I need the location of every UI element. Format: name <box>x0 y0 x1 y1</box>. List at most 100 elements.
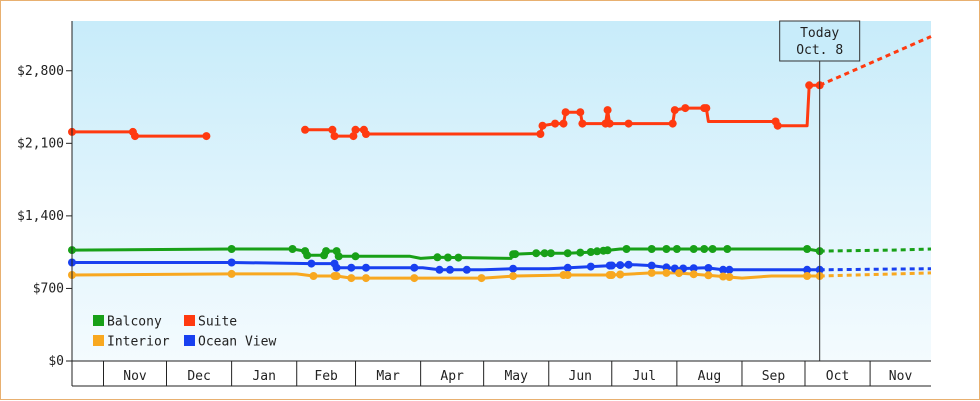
suite-point <box>624 119 633 128</box>
x-tick-label: May <box>504 369 528 384</box>
x-tick-label: Aug <box>698 369 721 384</box>
y-tick-label: $1,400 <box>17 209 64 224</box>
interior-point <box>689 270 698 279</box>
balcony-point <box>563 249 572 258</box>
today-box <box>779 20 861 62</box>
suite-point <box>670 106 679 115</box>
balcony-point <box>586 248 595 256</box>
today-date: Oct. 8 <box>796 43 843 58</box>
ocean-view-point <box>647 261 656 270</box>
balcony-point <box>723 245 732 253</box>
ocean-view-point <box>509 264 518 273</box>
interior-point <box>362 274 370 283</box>
balcony-point <box>454 253 463 262</box>
suite-point <box>681 104 690 113</box>
suite-point <box>559 119 568 128</box>
ocean-view-point <box>563 263 572 272</box>
ocean-view-forecast-line <box>819 267 932 272</box>
ocean-view-legend-label: Ocean View <box>198 335 276 350</box>
balcony-point <box>593 247 602 256</box>
ocean-view-point <box>719 265 728 274</box>
suite-point <box>702 104 711 113</box>
ocean-view-point <box>607 261 616 270</box>
today-label: Today <box>800 26 839 41</box>
ocean-view-point <box>362 263 370 272</box>
interior-point <box>607 271 616 279</box>
ocean-view-point <box>616 261 625 270</box>
interior-point <box>509 272 518 281</box>
balcony-point <box>540 249 549 258</box>
suite-point <box>805 81 814 90</box>
ocean-view-point <box>689 264 698 273</box>
interior-point <box>347 274 356 283</box>
suite-point <box>551 119 560 128</box>
ocean-view-point <box>332 263 341 272</box>
legend: Balcony Suite Interior Ocean View <box>93 315 276 350</box>
suite-point <box>668 119 677 128</box>
suite-point <box>538 121 547 130</box>
interior-legend-label: Interior <box>107 335 170 350</box>
today-marker: Today Oct. 8 <box>779 20 861 361</box>
balcony-point <box>647 245 656 253</box>
interior-forecast-line <box>819 271 932 278</box>
balcony-point <box>689 245 698 253</box>
suite-point <box>301 125 310 134</box>
balcony-point <box>227 245 236 253</box>
ocean-view-point <box>662 263 671 272</box>
balcony-point <box>708 245 717 253</box>
ocean-view-point <box>725 265 734 274</box>
interior-point <box>616 270 625 279</box>
suite-point <box>131 132 139 141</box>
interior-point <box>227 269 236 278</box>
balcony-point <box>622 245 631 253</box>
ocean-view-point <box>462 265 471 274</box>
balcony-point <box>322 247 331 256</box>
x-tick-label: Oct <box>826 369 849 384</box>
balcony-point <box>532 249 541 258</box>
balcony-point <box>433 253 442 262</box>
ocean-view-point <box>307 259 316 268</box>
interior-point <box>410 274 419 283</box>
ocean-view-point <box>227 258 236 267</box>
interior-point <box>563 271 572 279</box>
balcony-point <box>546 249 555 258</box>
balcony-point <box>576 248 585 257</box>
interior-point <box>803 272 812 280</box>
balcony-point <box>672 245 681 253</box>
x-tick-label: Apr <box>440 369 464 384</box>
ocean-view-point <box>410 263 419 272</box>
ocean-view-legend-swatch <box>184 335 195 346</box>
y-tick-label: $0 <box>48 354 64 369</box>
interior-point <box>662 268 671 277</box>
y-tick-label: $700 <box>33 281 64 296</box>
x-tick-label: Jun <box>569 369 592 384</box>
balcony-point <box>603 246 612 255</box>
balcony-forecast-line <box>819 247 932 253</box>
interior-point <box>675 269 683 278</box>
balcony-point <box>443 253 452 262</box>
suite-point <box>576 108 585 117</box>
suite-point <box>773 121 782 130</box>
x-tick-label: Sep <box>762 369 786 384</box>
balcony-point <box>511 250 520 259</box>
balcony-point <box>334 252 343 261</box>
y-axis: $0 $700 $1,400 $2,100 $2,800 <box>17 64 72 369</box>
suite-point <box>561 108 570 117</box>
balcony-legend-swatch <box>93 315 104 326</box>
x-axis: Nov Dec Jan Feb Mar Apr May Jun Jul Aug Sep Oct Nov <box>72 361 931 387</box>
interior-point <box>719 272 728 281</box>
balcony-point <box>662 245 671 253</box>
interior-point <box>332 272 341 280</box>
balcony-legend-label: Balcony <box>107 315 162 330</box>
x-tick-label: Mar <box>376 369 400 384</box>
suite-point <box>349 132 358 141</box>
x-tick-label: Nov <box>889 369 913 384</box>
interior-point <box>704 271 713 280</box>
suite-point <box>536 130 545 138</box>
balcony-point <box>803 245 812 253</box>
x-tick-label: Jan <box>252 369 275 384</box>
suite-point <box>202 132 211 141</box>
interior-point <box>309 272 318 280</box>
suite-legend-swatch <box>184 315 195 326</box>
